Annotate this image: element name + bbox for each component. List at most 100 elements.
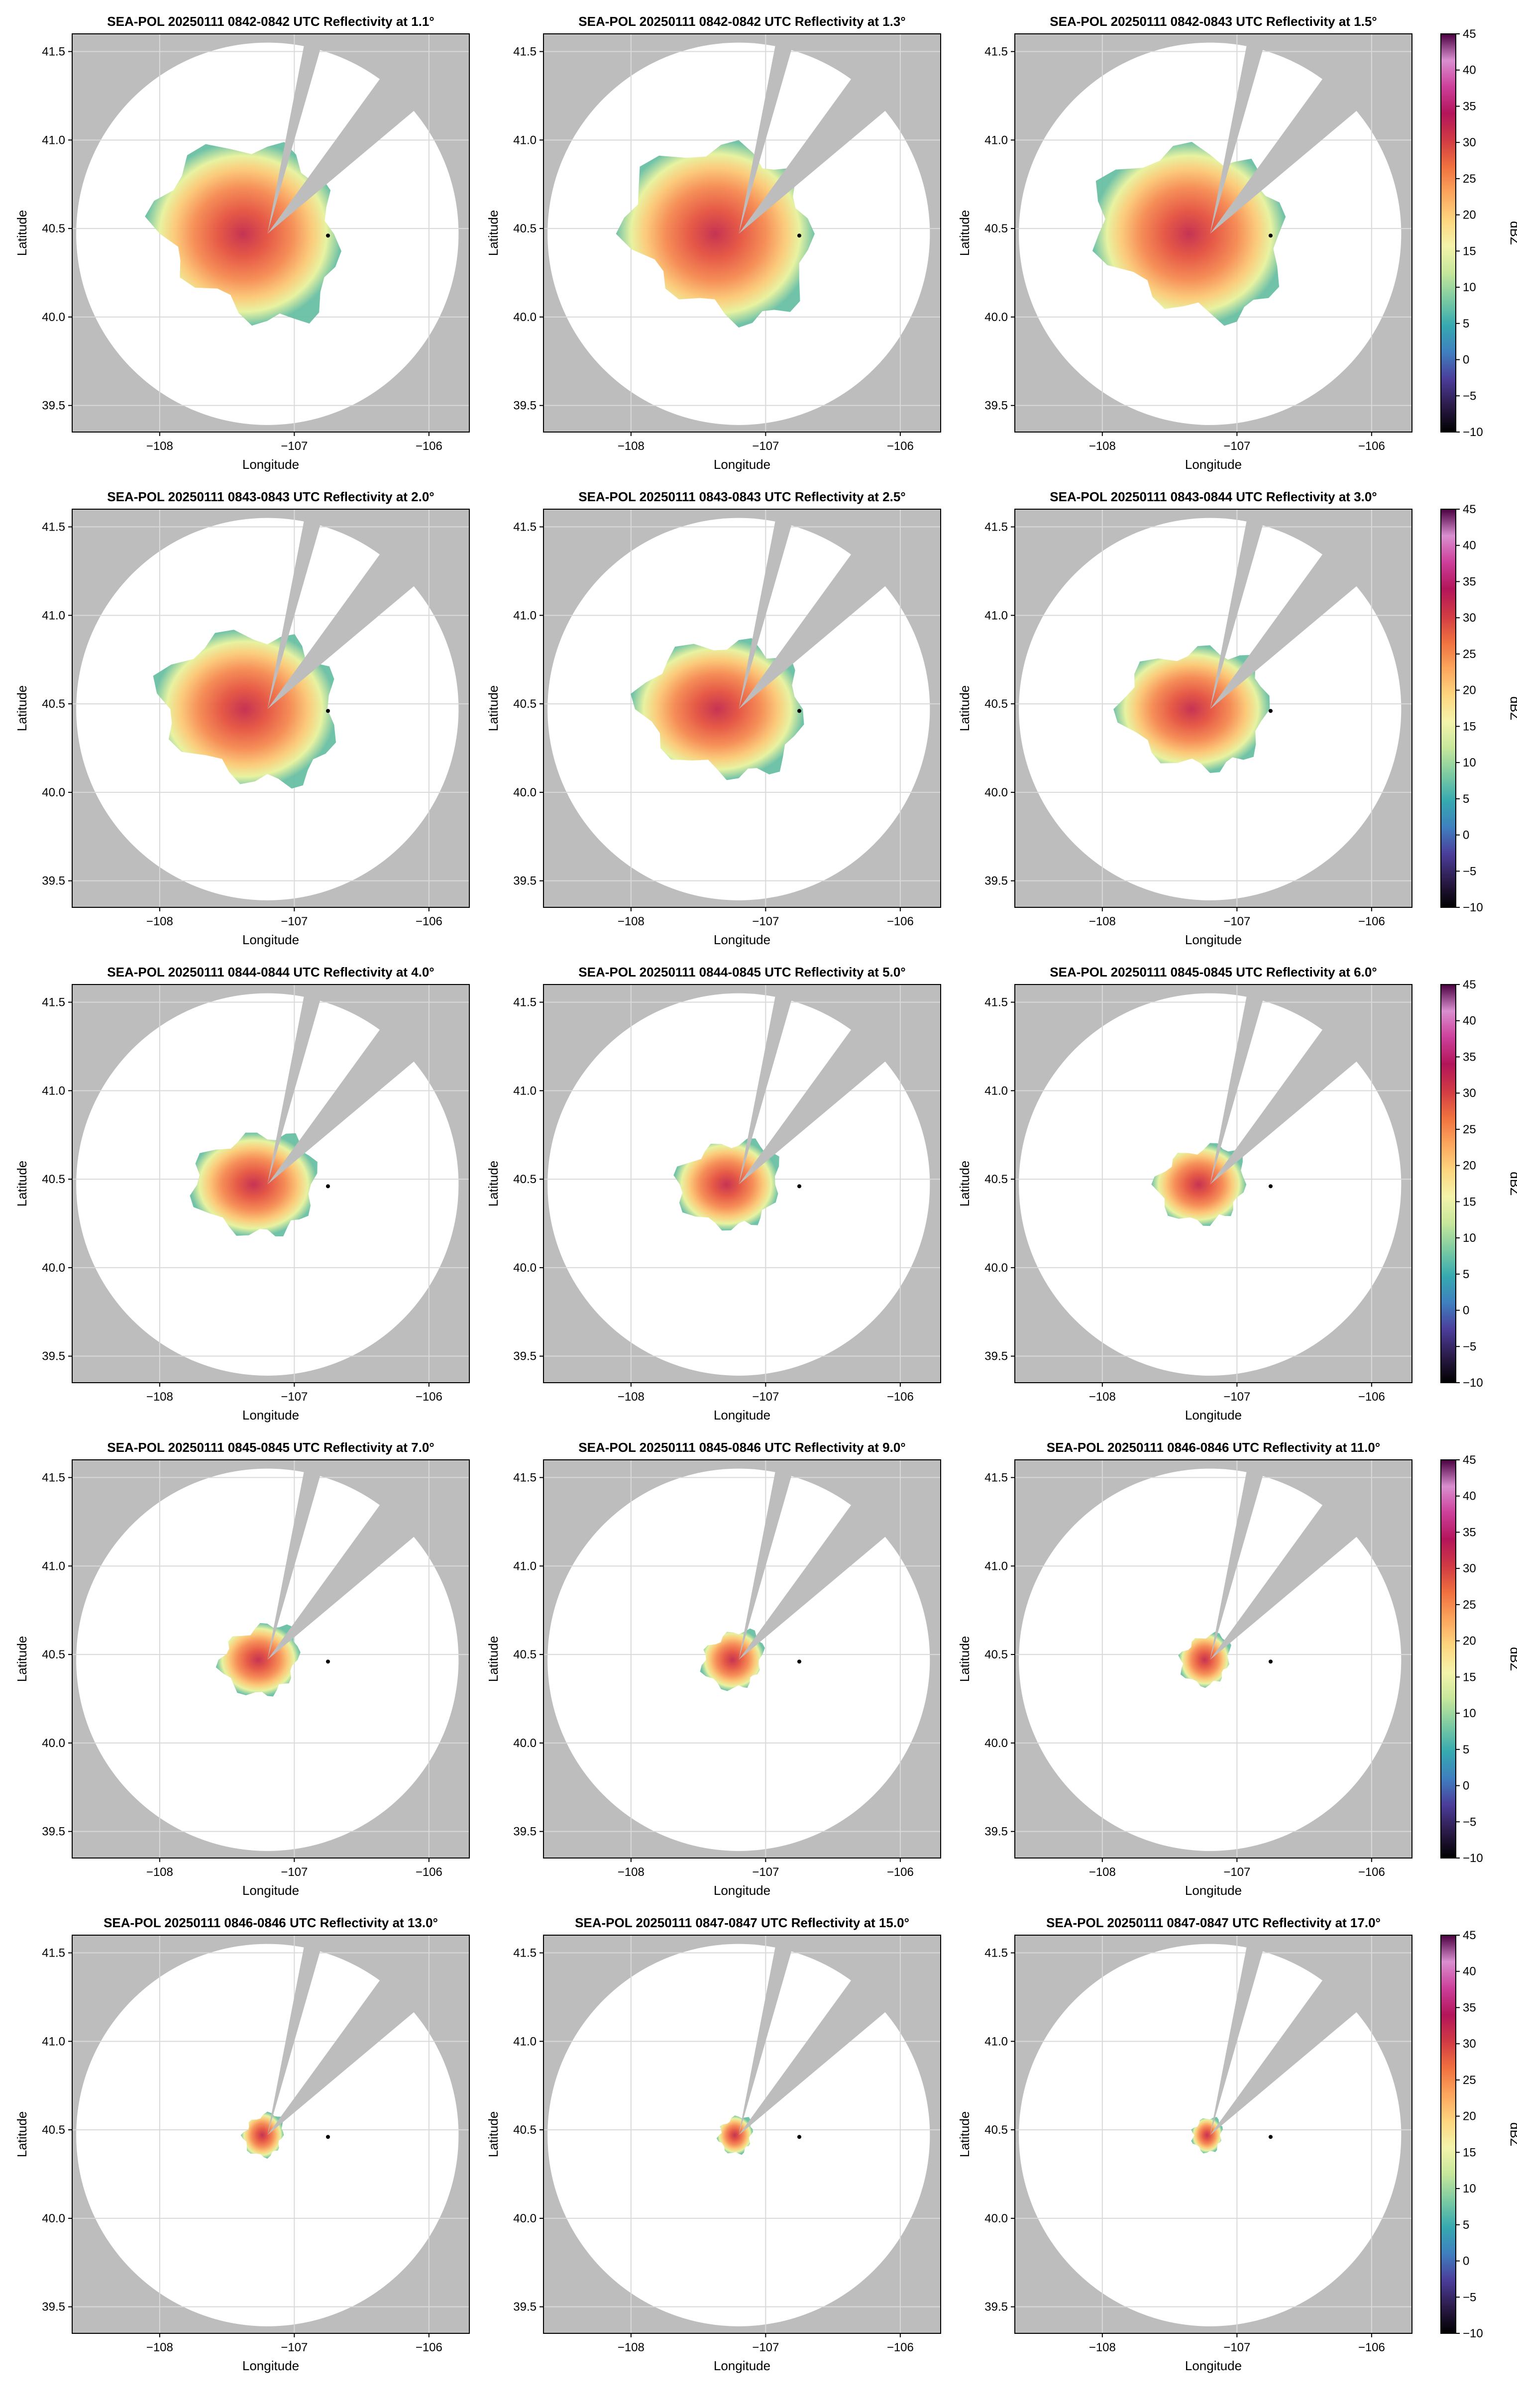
reflectivity-echo <box>716 2115 753 2155</box>
blocked-sector <box>1210 1022 1364 1185</box>
y-tick-label: 40.0 <box>42 1737 65 1750</box>
y-axis-label: Latitude <box>14 1636 29 1682</box>
axes-frame <box>72 33 470 433</box>
y-tick-label: 40.5 <box>513 1648 537 1661</box>
x-axis-label: Longitude <box>1185 457 1242 472</box>
plot-area <box>543 1935 941 2333</box>
colorbar-tick-label: −10 <box>1463 1852 1483 1865</box>
y-tick-label: 40.0 <box>513 1261 537 1275</box>
blocked-sector <box>1210 987 1266 1185</box>
colorbar-tick-label: 45 <box>1463 503 1476 516</box>
y-tick-label: 40.5 <box>42 222 65 235</box>
x-tick-label: −108 <box>146 2341 173 2354</box>
colorbar-tick-label: 25 <box>1463 648 1476 661</box>
y-tick-label: 39.5 <box>513 875 537 888</box>
blocked-sector <box>267 71 422 234</box>
x-tick-label: −107 <box>1223 439 1250 453</box>
y-tick-label: 40.0 <box>513 1737 537 1750</box>
x-axis-label: Longitude <box>242 1883 299 1898</box>
y-axis-label: Latitude <box>957 685 972 732</box>
site-marker <box>797 1659 801 1664</box>
y-tick-label: 41.0 <box>42 133 65 147</box>
colorbar-tick-label: 25 <box>1463 1598 1476 1612</box>
blocked-sector <box>267 1462 323 1660</box>
colorbar-tick-label: 35 <box>1463 1050 1476 1064</box>
y-axis-label: Latitude <box>957 1161 972 1207</box>
x-tick-label: −106 <box>887 2341 914 2354</box>
blocked-sector <box>267 1972 422 2135</box>
x-tick-label: −106 <box>887 915 914 928</box>
reflectivity-echo <box>1092 142 1286 326</box>
colorbar-tick-label: 20 <box>1463 684 1476 697</box>
plot-area <box>72 1935 469 2333</box>
y-tick-label: 40.0 <box>42 1261 65 1275</box>
colorbar-tick-label: 45 <box>1463 27 1476 41</box>
reflectivity-echo <box>240 2111 284 2159</box>
x-tick-label: −108 <box>146 1390 173 1404</box>
x-tick-label: −108 <box>146 915 173 928</box>
y-tick-label: 41.5 <box>513 45 537 59</box>
site-marker <box>325 233 330 238</box>
y-tick-label: 41.0 <box>513 1559 537 1573</box>
x-tick-label: −106 <box>1358 2341 1385 2354</box>
axes-frame <box>1014 984 1412 1383</box>
radar-panel: SEA-POL 20250111 0846-0846 UTC Reflectiv… <box>957 1440 1517 1898</box>
reflectivity-echo <box>153 630 336 789</box>
plot-area <box>1015 1460 1412 1858</box>
x-tick-label: −108 <box>618 915 645 928</box>
y-tick-label: 41.5 <box>42 1947 65 1960</box>
y-tick-label: 41.0 <box>513 133 537 147</box>
site-marker <box>1268 233 1273 238</box>
y-tick-label: 40.0 <box>984 2212 1008 2225</box>
colorbar-tick-label: 45 <box>1463 1929 1476 1942</box>
x-tick-label: −107 <box>281 915 308 928</box>
colorbar <box>1440 1935 1456 2334</box>
x-axis-label: Longitude <box>714 932 770 947</box>
colorbar-tick-label: 45 <box>1463 1453 1476 1467</box>
x-tick-label: −108 <box>618 1390 645 1404</box>
plot-area <box>543 1460 941 1858</box>
radar-panel: SEA-POL 20250111 0847-0847 UTC Reflectiv… <box>957 1915 1517 2373</box>
plot-area <box>72 985 469 1383</box>
colorbar-tick-label: 0 <box>1463 829 1469 842</box>
y-tick-label: 40.0 <box>42 2212 65 2225</box>
x-axis-label: Longitude <box>714 1408 770 1423</box>
blocked-sector <box>739 1497 893 1660</box>
y-tick-label: 40.5 <box>513 222 537 235</box>
plot-area <box>543 985 941 1383</box>
y-tick-label: 39.5 <box>42 399 65 413</box>
radar-panel: SEA-POL 20250111 0843-0844 UTC Reflectiv… <box>957 489 1517 947</box>
colorbar-tick-label: 10 <box>1463 1707 1476 1720</box>
y-tick-label: 39.5 <box>42 2300 65 2314</box>
colorbar-tick-label: 30 <box>1463 136 1476 149</box>
x-tick-label: −107 <box>752 439 779 453</box>
colorbar-tick-label: −5 <box>1463 2291 1476 2304</box>
panel-title: SEA-POL 20250111 0842-0842 UTC Reflectiv… <box>107 14 434 29</box>
blocked-sector <box>1210 71 1364 234</box>
x-axis-label: Longitude <box>242 932 299 947</box>
radar-panel: SEA-POL 20250111 0845-0845 UTC Reflectiv… <box>957 965 1517 1423</box>
colorbar-tick-label: 35 <box>1463 1526 1476 1539</box>
x-tick-label: −106 <box>887 1390 914 1404</box>
colorbar-tick-label: 0 <box>1463 1304 1469 1317</box>
colorbar-tick-label: 40 <box>1463 1014 1476 1028</box>
x-tick-label: −106 <box>1358 915 1385 928</box>
plot-area <box>1015 34 1412 432</box>
x-tick-label: −108 <box>1089 1865 1116 1879</box>
blocked-sector <box>739 36 794 234</box>
x-tick-label: −108 <box>618 2341 645 2354</box>
blocked-sector <box>267 1938 323 2135</box>
panel-title: SEA-POL 20250111 0845-0846 UTC Reflectiv… <box>578 1440 905 1455</box>
y-tick-label: 39.5 <box>984 2300 1008 2314</box>
x-axis-label: Longitude <box>242 1408 299 1423</box>
panel-title: SEA-POL 20250111 0843-0843 UTC Reflectiv… <box>107 489 434 504</box>
reflectivity-echo <box>190 1132 318 1236</box>
y-tick-label: 40.0 <box>513 2212 537 2225</box>
blocked-sector <box>1210 1462 1266 1660</box>
blocked-sector <box>739 1972 893 2135</box>
y-axis-label: Latitude <box>486 210 501 256</box>
y-tick-label: 40.0 <box>984 311 1008 324</box>
y-tick-label: 39.5 <box>984 1350 1008 1363</box>
y-axis-label: Latitude <box>14 2111 29 2158</box>
x-tick-label: −107 <box>1223 1390 1250 1404</box>
